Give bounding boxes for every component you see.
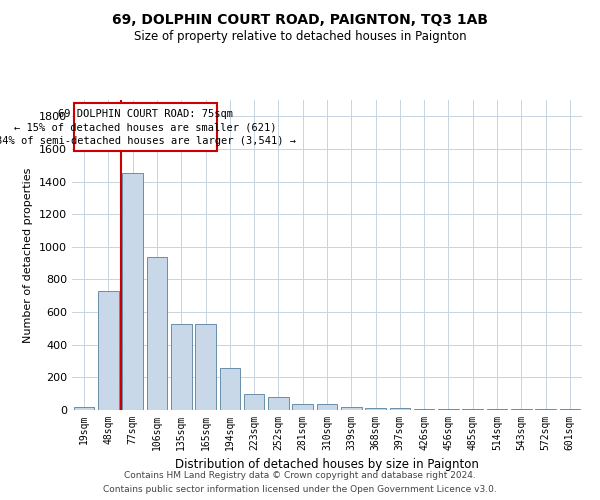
Bar (244, 394, 265, 410)
Text: Contains public sector information licensed under the Open Government Licence v3: Contains public sector information licen… (103, 485, 497, 494)
Bar (511, 409, 532, 410)
Text: 69 DOLPHIN COURT ROAD: 75sqm: 69 DOLPHIN COURT ROAD: 75sqm (58, 109, 233, 119)
Bar (268, 397, 289, 410)
Text: ← 15% of detached houses are smaller (621): ← 15% of detached houses are smaller (62… (14, 122, 277, 132)
Bar (365, 408, 386, 410)
FancyBboxPatch shape (74, 104, 217, 152)
Text: Contains HM Land Registry data © Crown copyright and database right 2024.: Contains HM Land Registry data © Crown c… (124, 471, 476, 480)
Bar (220, 368, 240, 410)
Bar (438, 409, 459, 410)
Bar (389, 408, 410, 410)
Bar (414, 409, 434, 410)
Text: 84% of semi-detached houses are larger (3,541) →: 84% of semi-detached houses are larger (… (0, 136, 296, 146)
Bar (292, 404, 313, 410)
Bar (317, 404, 337, 410)
Bar (560, 409, 580, 410)
X-axis label: Distribution of detached houses by size in Paignton: Distribution of detached houses by size … (175, 458, 479, 471)
Bar (535, 409, 556, 410)
Bar (98, 291, 119, 410)
Bar (463, 409, 483, 410)
Bar (341, 406, 362, 410)
Bar (74, 406, 94, 410)
Y-axis label: Number of detached properties: Number of detached properties (23, 168, 34, 342)
Bar (195, 324, 216, 410)
Bar (171, 324, 191, 410)
Bar (122, 174, 143, 410)
Bar (487, 409, 508, 410)
Bar (146, 256, 167, 410)
Text: Size of property relative to detached houses in Paignton: Size of property relative to detached ho… (134, 30, 466, 43)
Text: 69, DOLPHIN COURT ROAD, PAIGNTON, TQ3 1AB: 69, DOLPHIN COURT ROAD, PAIGNTON, TQ3 1A… (112, 12, 488, 26)
